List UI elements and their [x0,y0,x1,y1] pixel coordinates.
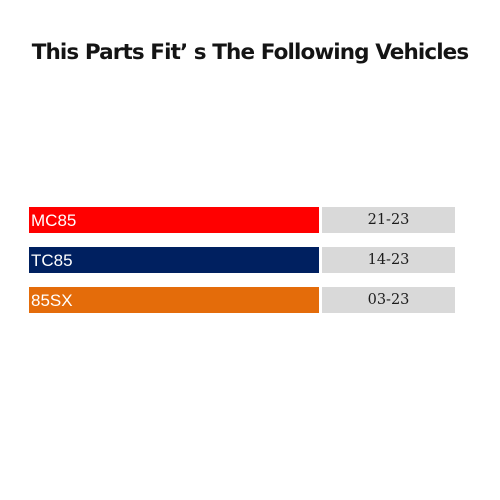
vehicle-row-mc85: MC85 21-23 [29,207,455,233]
vehicle-years-cell: 14-23 [322,247,455,273]
vehicle-years-cell: 21-23 [322,207,455,233]
vehicle-years-cell: 03-23 [322,287,455,313]
vehicle-model-cell: MC85 [29,207,319,233]
page-title: This Parts Fit’ s The Following Vehicles [31,40,469,65]
compatibility-table: MC85 21-23 TC85 14-23 85SX 03-23 [29,207,455,313]
vehicle-row-85sx: 85SX 03-23 [29,287,455,313]
vehicle-row-tc85: TC85 14-23 [29,247,455,273]
vehicle-model-cell: 85SX [29,287,319,313]
vehicle-model-cell: TC85 [29,247,319,273]
